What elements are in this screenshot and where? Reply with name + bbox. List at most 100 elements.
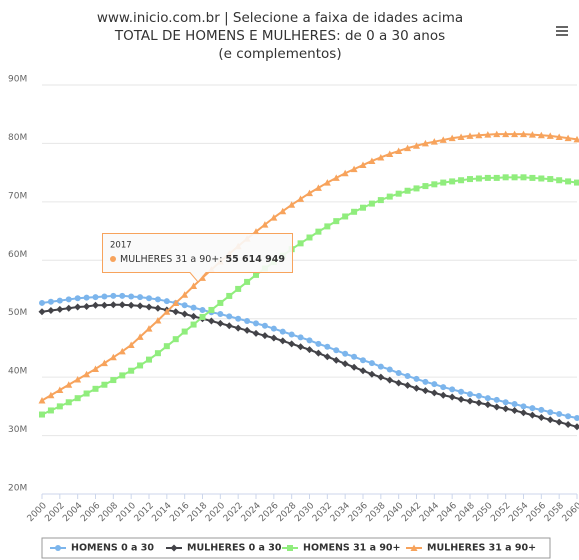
marker: [181, 302, 188, 309]
marker: [395, 379, 403, 387]
marker: [386, 193, 393, 200]
chart-title: TOTAL DE HOMENS E MULHERES: de 0 a 30 an…: [114, 28, 445, 44]
marker: [386, 366, 393, 373]
marker: [520, 130, 527, 138]
marker: [475, 131, 483, 139]
marker: [146, 295, 152, 302]
x-tick-label: 2032: [311, 501, 334, 524]
marker: [564, 420, 572, 428]
marker: [315, 228, 322, 235]
marker: [413, 384, 420, 392]
tooltip-box: [102, 233, 293, 283]
marker: [288, 340, 296, 348]
x-tick-label: 2048: [454, 501, 477, 524]
marker: [65, 381, 73, 388]
marker: [234, 324, 242, 332]
marker: [92, 365, 99, 372]
marker: [547, 176, 554, 183]
marker: [92, 294, 99, 301]
marker: [172, 299, 180, 306]
marker: [199, 313, 206, 320]
marker: [279, 328, 286, 335]
marker: [395, 190, 402, 197]
marker: [511, 406, 519, 414]
marker: [333, 347, 340, 354]
chart-title: (e complementos): [218, 46, 341, 62]
y-tick-label: 30M: [8, 425, 27, 435]
tooltip-value: 55 614 949: [225, 254, 285, 265]
marker: [564, 134, 572, 142]
marker: [528, 411, 536, 419]
marker: [253, 271, 259, 278]
marker: [47, 391, 55, 399]
marker: [493, 396, 500, 403]
marker: [83, 302, 91, 310]
marker: [170, 544, 178, 552]
marker: [351, 208, 358, 215]
marker: [323, 353, 331, 361]
tooltip: 2017 MULHERES 31 a 90+: 55 614 949: [102, 233, 293, 283]
marker: [109, 301, 117, 309]
marker: [528, 131, 536, 138]
marker: [359, 161, 367, 169]
marker: [556, 410, 563, 417]
marker: [92, 301, 99, 309]
marker: [573, 423, 579, 431]
marker: [127, 341, 135, 349]
marker: [546, 132, 554, 139]
marker: [341, 169, 349, 177]
marker: [172, 336, 179, 343]
menu-button[interactable]: [556, 26, 568, 36]
marker: [520, 409, 527, 417]
marker: [574, 415, 579, 422]
marker: [83, 294, 90, 301]
marker: [565, 178, 572, 185]
marker: [431, 181, 438, 188]
marker: [47, 298, 54, 305]
marker: [208, 306, 215, 313]
marker: [39, 411, 45, 418]
marker: [154, 304, 162, 312]
marker: [502, 174, 509, 181]
marker: [288, 201, 296, 208]
x-tick-label: 2046: [436, 501, 459, 524]
x-tick-label: 2056: [525, 501, 548, 524]
marker: [110, 292, 117, 299]
marker: [449, 178, 456, 185]
marker: [217, 299, 224, 306]
marker: [74, 295, 81, 302]
x-tick-label: 2026: [257, 501, 280, 524]
marker: [395, 370, 402, 377]
x-tick-label: 2038: [364, 501, 387, 524]
marker: [537, 413, 545, 421]
marker: [270, 214, 278, 221]
marker: [565, 413, 572, 420]
marker: [56, 297, 63, 304]
marker: [368, 370, 376, 378]
marker: [74, 375, 82, 383]
marker: [163, 298, 170, 305]
y-tick-label: 40M: [8, 367, 27, 377]
marker: [244, 278, 251, 285]
marker: [109, 353, 117, 361]
marker: [439, 136, 447, 143]
marker: [146, 356, 152, 363]
marker: [547, 409, 554, 416]
marker: [100, 359, 108, 367]
marker: [163, 308, 171, 315]
marker: [297, 334, 304, 341]
marker: [413, 142, 420, 149]
marker: [342, 350, 349, 357]
marker: [475, 392, 482, 399]
legend-label: HOMENS 0 a 30: [71, 543, 154, 554]
marker: [154, 296, 161, 303]
x-tick-label: 2060: [561, 501, 579, 524]
marker: [440, 384, 447, 391]
marker: [457, 395, 465, 403]
marker: [92, 385, 99, 392]
marker: [529, 405, 536, 412]
chart-title: www.inicio.com.br | Selecione a faixa de…: [97, 10, 463, 26]
marker: [119, 292, 126, 299]
x-tick-label: 2006: [79, 501, 102, 524]
marker: [226, 292, 233, 299]
